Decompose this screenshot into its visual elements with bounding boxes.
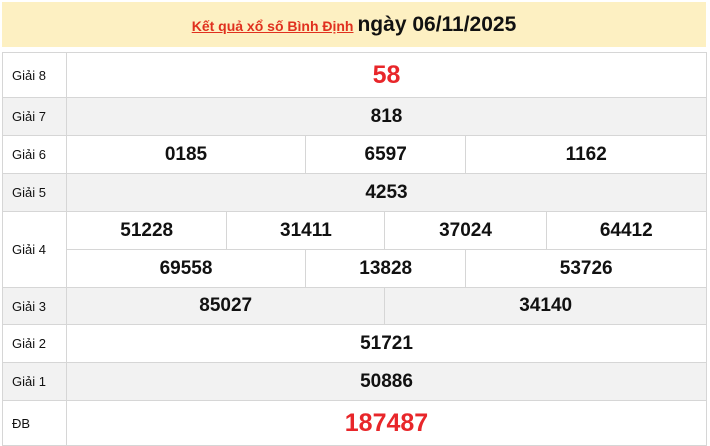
prize-number: 34140 xyxy=(384,287,707,325)
prize-label: Giải 3 xyxy=(2,287,67,325)
prize-label: Giải 1 xyxy=(2,362,67,401)
special-prize-number: 187487 xyxy=(66,400,707,446)
prize-label: Giải 4 xyxy=(2,211,67,288)
prize-number: 37024 xyxy=(384,211,547,250)
prize-label: Giải 6 xyxy=(2,135,67,174)
prize-number: 64412 xyxy=(545,211,708,250)
prize-number: 6597 xyxy=(304,135,467,174)
prize-number: 69558 xyxy=(66,249,306,288)
prize-number: 31411 xyxy=(226,211,386,250)
province-results-link[interactable]: Kết quả xổ số Bình Định xyxy=(191,18,354,34)
prize-label: Giải 8 xyxy=(2,52,67,98)
prize-label: Giải 2 xyxy=(2,324,67,363)
prize-number: 58 xyxy=(66,52,707,98)
results-table: Giải 8 58 Giải 7 818 Giải 6 0185 6597 1162 Gi… xyxy=(2,52,708,446)
prize-number: 13828 xyxy=(304,249,467,288)
prize-number: 1162 xyxy=(465,135,707,174)
prize-label: Giải 5 xyxy=(2,173,67,212)
draw-date: ngày 06/11/2025 xyxy=(357,13,517,36)
prize-number: 4253 xyxy=(66,173,707,212)
prize-number: 51721 xyxy=(66,324,707,363)
prize-label: ĐB xyxy=(2,400,67,446)
prize-label: Giải 7 xyxy=(2,97,67,136)
results-header: Kết quả xổ số Bình Định ngày 06/11/2025 xyxy=(2,2,706,47)
prize-number: 53726 xyxy=(465,249,707,288)
prize-number: 818 xyxy=(66,97,707,136)
prize-number: 51228 xyxy=(65,211,228,250)
prize-number: 0185 xyxy=(66,135,306,174)
prize-number: 50886 xyxy=(66,362,707,401)
prize-number: 85027 xyxy=(65,287,386,325)
